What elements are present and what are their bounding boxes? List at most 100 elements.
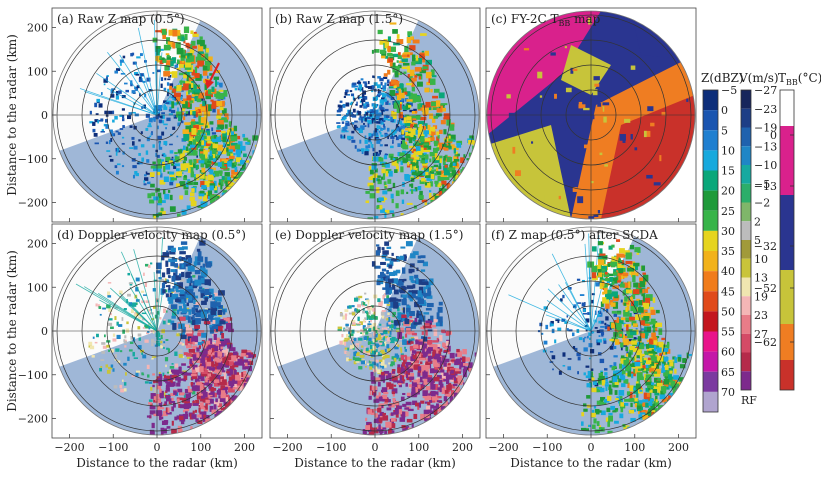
colorbar-label-z: Z(dBZ) — [701, 71, 744, 85]
colorbar-swatch — [741, 108, 751, 128]
colorbar-swatch — [703, 150, 718, 171]
panel-title-f: (f) Z map (0.5°) after SCDA — [491, 228, 658, 242]
panel-title-b: (b) Raw Z map (1.5°) — [275, 12, 403, 26]
colorbar-tick: 0 — [770, 129, 777, 142]
colorbar-swatch — [741, 90, 751, 109]
colorbar-tick: −23 — [754, 103, 777, 116]
colorbar-tick: −32 — [754, 240, 777, 253]
colorbar-swatch — [741, 240, 751, 259]
colorbar-tick: 5 — [721, 124, 728, 137]
colorbar-swatch — [741, 221, 751, 240]
panel-c: (c) FY-2C TBB map — [485, 7, 697, 223]
colorbar-tick: 35 — [721, 245, 735, 258]
colorbar-swatch — [780, 90, 794, 126]
colorbar-tick: 40 — [721, 265, 735, 278]
colorbar-swatch — [703, 351, 718, 372]
panel-e: (e) Doppler velocity map (1.5°) — [269, 223, 481, 439]
colorbar-tick: 19 — [754, 290, 768, 303]
x-tick-label: 0 — [372, 441, 379, 454]
y-tick-label: −200 — [18, 413, 48, 426]
panel-title-a: (a) Raw Z map (0.5°) — [57, 12, 185, 26]
colorbar-swatch — [780, 195, 794, 270]
colorbar-swatch — [703, 90, 718, 111]
colorbar-swatch — [741, 183, 751, 203]
colorbar-swatch — [780, 126, 794, 195]
rf-label: RF — [741, 394, 757, 407]
x-tick-label: −200 — [54, 441, 84, 454]
colorbar-swatch — [741, 277, 751, 297]
colorbar-swatch — [703, 170, 718, 191]
colorbar-swatch — [741, 258, 751, 278]
colorbar-tick: 13 — [754, 272, 768, 285]
x-tick-label: 100 — [190, 441, 211, 454]
panel-title-d: (d) Doppler velocity map (0.5°) — [57, 228, 246, 242]
colorbar-swatch — [780, 270, 794, 324]
x-tick-label: −200 — [488, 441, 518, 454]
colorbar-swatch — [741, 333, 751, 353]
colorbar-tick: 70 — [721, 386, 735, 399]
panel-title-e: (e) Doppler velocity map (1.5°) — [275, 228, 463, 242]
y-tick-label: 0 — [41, 325, 48, 338]
colorbar-swatch — [703, 331, 718, 352]
colorbar-tick: −19 — [754, 122, 777, 135]
x-tick-label: −100 — [532, 441, 562, 454]
colorbar-tick: −5 — [754, 178, 770, 191]
colorbar-swatch — [741, 146, 751, 165]
colorbar-swatch — [703, 391, 718, 412]
colorbar-tick: 50 — [721, 305, 735, 318]
colorbar-t: TBB(°C)0−13−32−52−62 — [754, 71, 821, 391]
x-tick-label: 0 — [588, 441, 595, 454]
colorbar-tick: 5 — [754, 234, 761, 247]
colorbar-tick: 15 — [721, 165, 735, 178]
colorbar-label-t: TBB(°C) — [778, 71, 821, 87]
colorbar-swatch — [741, 315, 751, 334]
colorbar-swatch — [741, 296, 751, 315]
colorbar-tick: −13 — [754, 180, 777, 193]
colorbar-tick: −27 — [754, 84, 777, 97]
colorbar-swatch — [703, 230, 718, 251]
colorbar-tick: −2 — [754, 197, 770, 210]
y-tick-label: 200 — [27, 22, 48, 35]
colorbar-swatch — [703, 210, 718, 231]
colorbars: Z(dBZ)−50510152025303540455055606570V(m/… — [701, 71, 821, 413]
panel-d: (d) Doppler velocity map (0.5°) — [51, 223, 263, 439]
colorbar-label-v: V(m/s) — [738, 71, 779, 85]
colorbar-v: V(m/s)−27 −23 −19 −13 −10 −5 −2 2 5 10 13 19 23 27 RF — [738, 71, 779, 407]
colorbar-tick: −13 — [754, 140, 777, 153]
colorbar-tick: 30 — [721, 225, 735, 238]
x-tick-label: 200 — [668, 441, 689, 454]
panel-a: (a) Raw Z map (0.5°) — [51, 7, 263, 223]
red-arrow-icon — [208, 62, 220, 84]
x-tick-label: −100 — [98, 441, 128, 454]
colorbar-swatch — [703, 251, 718, 272]
x-tick-label: −200 — [272, 441, 302, 454]
colorbar-tick: −10 — [754, 159, 777, 172]
colorbar-tick: −52 — [754, 282, 777, 295]
colorbar-swatch — [741, 202, 751, 222]
colorbar-swatch — [703, 110, 718, 131]
x-tick-label: 200 — [234, 441, 255, 454]
colorbar-tick: 10 — [754, 253, 768, 266]
colorbar-swatch — [741, 371, 751, 390]
colorbar-swatch — [703, 190, 718, 211]
x-axis-label: Distance to the radar (km) — [294, 456, 456, 470]
x-tick-label: 100 — [408, 441, 429, 454]
x-tick-label: 100 — [624, 441, 645, 454]
colorbar-tick: −5 — [721, 84, 737, 97]
colorbar-swatch — [741, 127, 751, 147]
y-tick-label: 100 — [27, 281, 48, 294]
colorbar-z: Z(dBZ)−5 0 5 10 15 20 25 30 35 40 45 50 55 60 65 70 — [701, 71, 744, 413]
colorbar-tick: −62 — [754, 336, 777, 349]
colorbar-tick: 45 — [721, 285, 735, 298]
colorbar-swatch — [703, 311, 718, 332]
x-axis-label: Distance to the radar (km) — [510, 456, 672, 470]
y-axis-label: Distance to the radar (km) — [5, 34, 19, 196]
y-tick-label: 0 — [41, 109, 48, 122]
colorbar-swatch — [703, 291, 718, 312]
panel-title-tail: map — [570, 12, 600, 26]
x-tick-label: 0 — [154, 441, 161, 454]
y-tick-label: 100 — [27, 65, 48, 78]
colorbar-swatch — [741, 165, 751, 184]
y-tick-label: 200 — [27, 238, 48, 251]
x-tick-label: 200 — [452, 441, 473, 454]
